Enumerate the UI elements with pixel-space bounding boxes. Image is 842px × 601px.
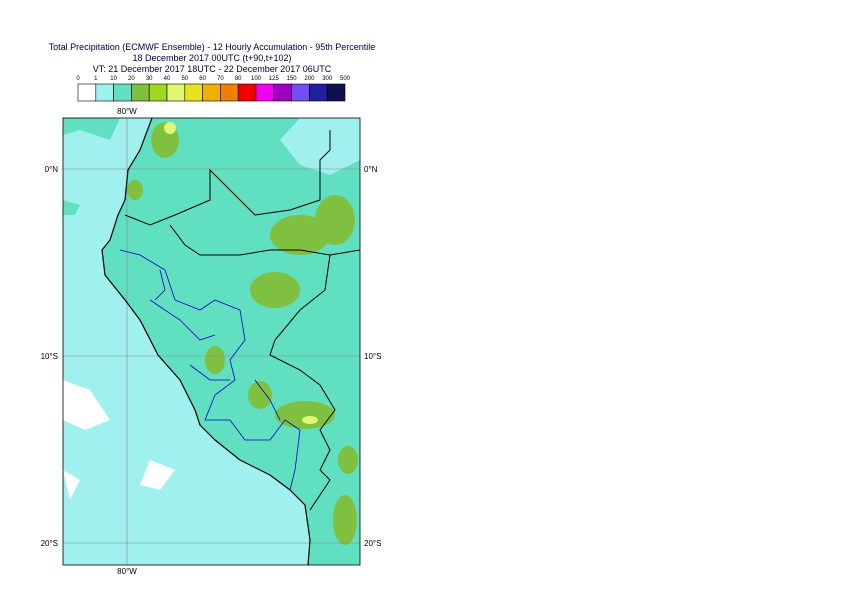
- heavy-rain: [164, 122, 318, 424]
- lat-label: 10°S: [41, 352, 58, 361]
- legend-swatch: [326, 83, 346, 102]
- legend-swatch: [273, 83, 292, 102]
- lon-label: 80°W: [117, 567, 137, 576]
- legend-swatch: [95, 83, 114, 102]
- legend-label: 30: [146, 76, 153, 82]
- lon-label: 80°W: [117, 107, 137, 116]
- region-borders: [119, 249, 301, 491]
- legend-swatch: [291, 83, 310, 102]
- legend-label: 100: [251, 76, 262, 82]
- map: [63, 118, 360, 565]
- title: Total Precipitation (ECMWF Ensemble) - 1…: [49, 42, 376, 52]
- map-frame: [62, 117, 361, 566]
- legend-swatch: [309, 83, 328, 102]
- legend: 0 1 10 20 30 40 50 60 70 80 100 125 150 200 300 500: [76, 76, 351, 102]
- legend-label: 0: [76, 76, 80, 82]
- legend-swatch: [166, 83, 186, 102]
- legend-swatch: [184, 83, 203, 102]
- valid-time: VT: 21 December 2017 18UTC - 22 December…: [93, 64, 332, 74]
- legend-swatch: [148, 83, 168, 102]
- coastline: [101, 118, 311, 565]
- legend-swatch: [77, 83, 97, 102]
- legend-label: 125: [269, 76, 280, 82]
- legend-swatch: [220, 83, 239, 102]
- light-rain: [280, 118, 360, 175]
- legend-label: 40: [164, 76, 171, 82]
- legend-label: 80: [235, 76, 242, 82]
- rain-area: [63, 118, 120, 215]
- country-borders: [124, 130, 360, 511]
- lat-label: 20°S: [364, 539, 381, 548]
- legend-label: 60: [199, 76, 206, 82]
- legend-swatch: [131, 83, 150, 102]
- legend-label: 50: [181, 76, 188, 82]
- legend-label: 20: [128, 76, 135, 82]
- lat-label: 10°S: [364, 352, 381, 361]
- legend-label: 1: [94, 76, 98, 82]
- legend-label: 10: [110, 76, 117, 82]
- lat-label: 20°S: [41, 539, 58, 548]
- legend-swatch: [255, 83, 275, 102]
- legend-label: 200: [304, 76, 315, 82]
- base-time: 18 December 2017 00UTC (t+90,t+102): [132, 53, 291, 63]
- legend-label: 70: [217, 76, 224, 82]
- legend-label: 500: [340, 76, 351, 82]
- lat-label: 0°N: [45, 165, 59, 174]
- graticule: [63, 118, 360, 565]
- legend-label: 150: [287, 76, 298, 82]
- lat-label: 0°N: [364, 165, 378, 174]
- legend-swatch: [202, 83, 221, 102]
- legend-swatch: [237, 83, 257, 102]
- legend-label: 300: [322, 76, 333, 82]
- legend-swatch: [113, 83, 132, 102]
- moderate-rain: [127, 122, 358, 545]
